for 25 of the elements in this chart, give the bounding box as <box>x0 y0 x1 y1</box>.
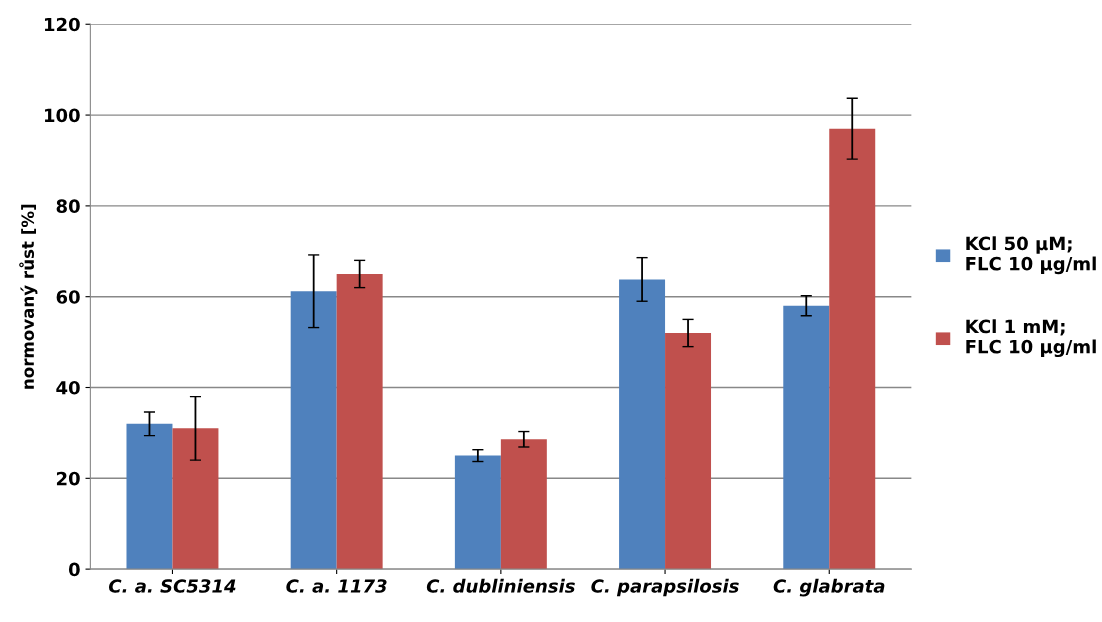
bar <box>619 279 666 570</box>
bar <box>829 128 876 570</box>
y-tick-label: 100 <box>44 108 80 123</box>
bar <box>783 305 830 570</box>
legend-label: KCl 50 µM; FLC 10 µg/ml <box>966 236 1096 275</box>
bar <box>290 291 337 570</box>
x-tick-label: C. parapsilosis <box>591 578 739 597</box>
y-tick-label: 120 <box>44 17 80 32</box>
x-tick-label: C. a. SC5314 <box>109 579 236 593</box>
x-tick-label: C. glabrata <box>773 578 885 597</box>
bar <box>454 455 501 570</box>
bar <box>336 273 383 570</box>
y-tick-label: 20 <box>56 471 80 486</box>
y-tick-label: 60 <box>56 290 80 304</box>
y-tick-label: 40 <box>56 380 80 395</box>
x-tick-label: C. dubliniensis <box>426 578 575 593</box>
bar <box>665 333 712 570</box>
bar <box>500 439 547 570</box>
y-axis-title: normovaný růst [%] <box>19 204 38 389</box>
y-tick-label: 0 <box>68 562 80 577</box>
bar <box>126 423 173 570</box>
x-tick-label: C. a. 1173 <box>286 579 387 593</box>
legend-label: KCl 1 mM; FLC 10 µg/ml <box>966 319 1096 358</box>
bar <box>172 428 219 570</box>
y-tick-label: 80 <box>56 199 80 213</box>
